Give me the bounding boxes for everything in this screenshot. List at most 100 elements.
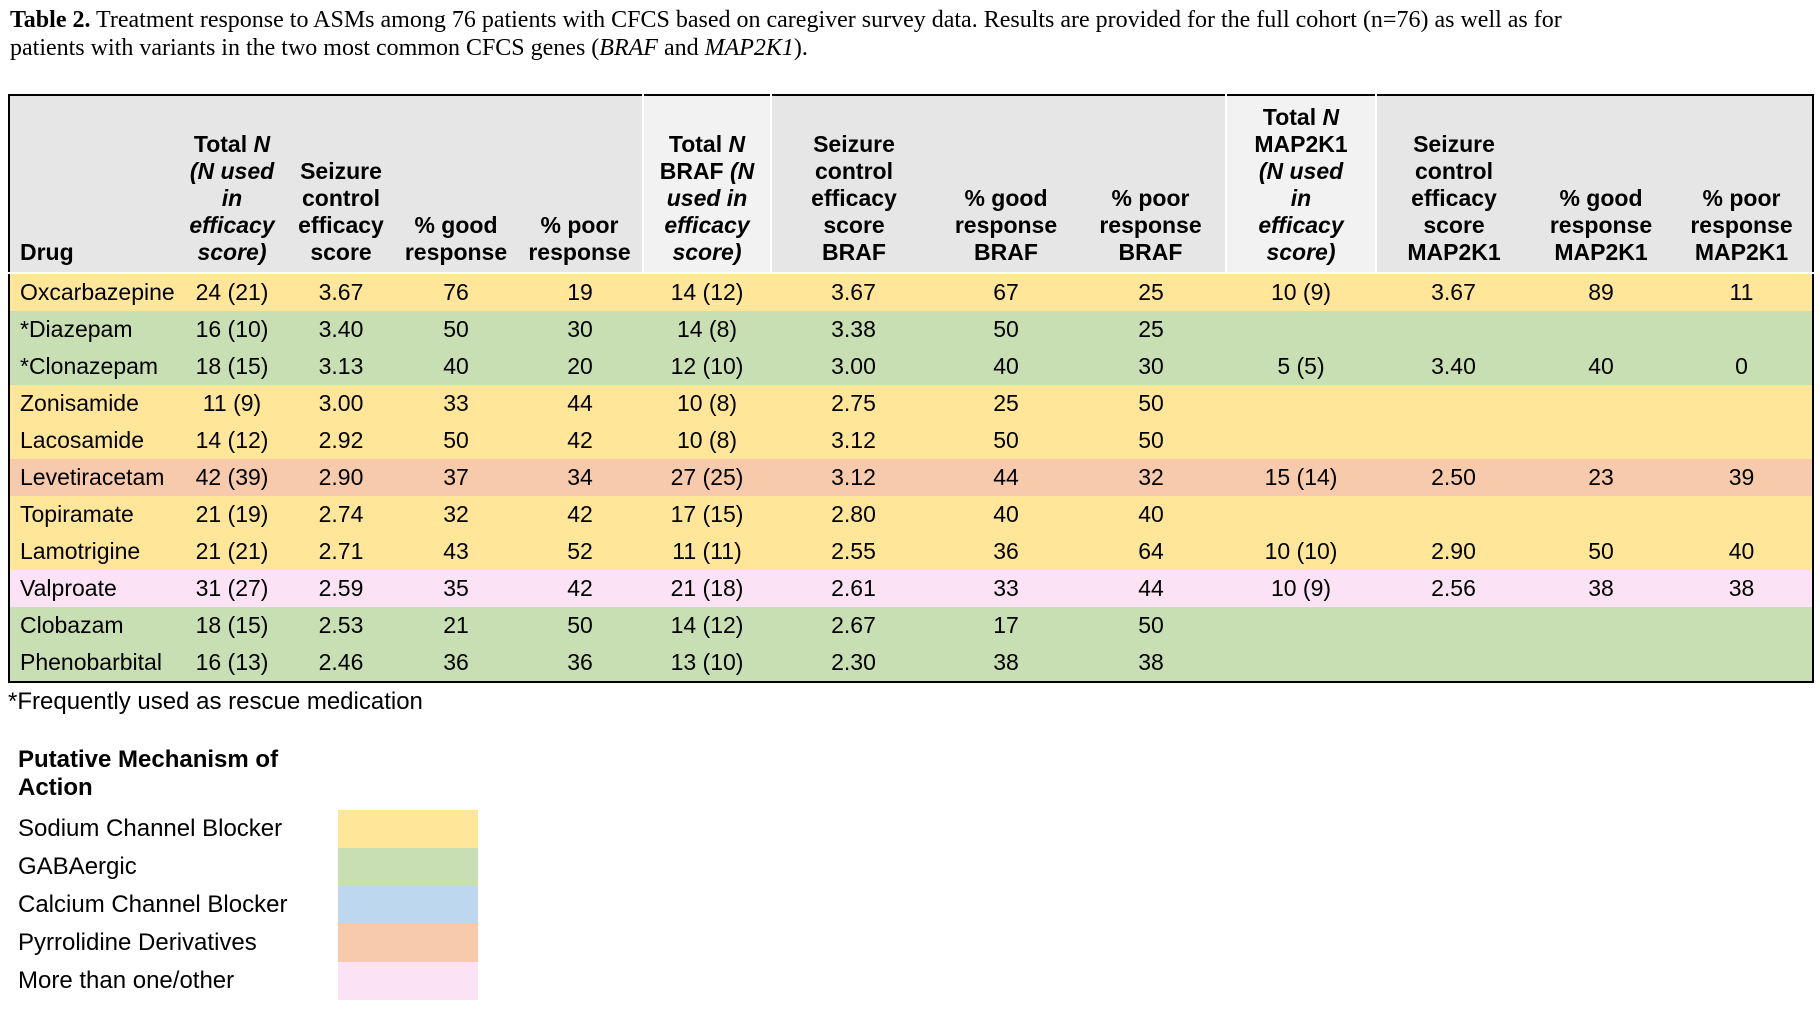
- drug-name: Lamotrigine: [20, 538, 141, 564]
- legend-swatch-gaba: [338, 848, 478, 886]
- legend-label: More than one/other: [18, 967, 235, 994]
- cell-total-n: 16 (13): [195, 649, 269, 675]
- cell-efficacy-score: 2.53: [318, 612, 364, 638]
- cell-efficacy-score-braf: 2.75: [831, 390, 876, 416]
- cell-good-response-map2k1: 23: [1588, 464, 1614, 490]
- header-text-segment: BRAF: [822, 239, 886, 265]
- col-header-efficacy-score-braf: Seizure control efficacy score BRAF: [771, 95, 936, 274]
- cell-efficacy-score-map2k1: [1376, 422, 1531, 459]
- header-text-segment: MAP2K1: [1554, 239, 1648, 265]
- cell-total-n-map2k1: [1226, 607, 1376, 644]
- cell-good-response: 43: [443, 538, 469, 564]
- cell-good-response: 36: [443, 649, 469, 675]
- header-text-segment: Total: [193, 131, 254, 157]
- cell-good-response: 50: [443, 427, 469, 453]
- cell-poor-response-braf: 25: [1138, 279, 1164, 305]
- cell-poor-response-braf: 50: [1138, 612, 1164, 638]
- cell-poor-response-map2k1: 0: [1735, 353, 1748, 379]
- legend-label: Calcium Channel Blocker: [18, 891, 288, 918]
- cell-total-n-braf: 13 (10): [670, 649, 744, 675]
- table-header: Drug Total N (N used in efficacy score) Seizur…: [9, 95, 1813, 274]
- cell-poor-response-braf: 44: [1138, 575, 1164, 601]
- cell-efficacy-score-map2k1: [1376, 311, 1531, 348]
- cell-good-response-braf: 67: [993, 279, 1019, 305]
- col-header-total-n-braf: Total N BRAF (N used in efficacy score): [642, 95, 772, 274]
- caption-text-4: ).: [793, 35, 808, 61]
- header-text-segment: control: [815, 158, 893, 184]
- cell-total-n: 42 (39): [195, 464, 269, 490]
- caption-gene-map2k1: MAP2K1: [704, 35, 794, 61]
- cell-poor-response: 42: [567, 575, 593, 601]
- cell-efficacy-score: 2.92: [318, 427, 364, 453]
- header-text-segment: response: [1690, 212, 1793, 238]
- cell-efficacy-score-braf: 2.30: [831, 649, 876, 675]
- cell-good-response-map2k1: [1531, 385, 1671, 422]
- col-header-good-response-map2k1: % good response MAP2K1: [1531, 95, 1671, 274]
- cell-good-response-braf: 50: [993, 316, 1019, 342]
- cell-poor-response: 20: [567, 353, 593, 379]
- cell-total-n: 14 (12): [195, 427, 269, 453]
- header-text-segment: response: [1099, 212, 1202, 238]
- cell-poor-response-map2k1: 38: [1728, 575, 1755, 601]
- cell-total-n: 21 (21): [195, 538, 269, 564]
- cell-total-n: 18 (15): [195, 612, 269, 638]
- col-header-good-response-braf: % good response BRAF: [936, 95, 1076, 274]
- cell-good-response-map2k1: [1531, 311, 1671, 348]
- drug-name: Lacosamide: [20, 427, 145, 453]
- header-text-segment: efficacy: [664, 212, 750, 238]
- cell-good-response: 35: [443, 575, 469, 601]
- legend-item-other: More than one/other: [18, 962, 1820, 1000]
- header-text-segment: efficacy: [1258, 212, 1344, 238]
- cell-total-n: 16 (10): [195, 316, 269, 342]
- cell-efficacy-score: 2.59: [318, 575, 364, 601]
- caption-text-1: Treatment response to ASMs among 76 pati…: [90, 7, 1562, 33]
- header-text-segment: (N used: [1258, 158, 1344, 184]
- header-text-segment: Seizure: [813, 131, 895, 157]
- header-text-segment: MAP2K1: [1694, 239, 1789, 265]
- drug-name: *Diazepam: [20, 316, 133, 342]
- legend-item-calcium: Calcium Channel Blocker: [18, 886, 1820, 924]
- header-text-segment: Total: [668, 131, 729, 157]
- caption-line-2: patients with variants in the two most c…: [10, 34, 1814, 62]
- header-text-segment: N: [1322, 104, 1340, 130]
- header-text-segment: % poor: [1702, 185, 1781, 211]
- cell-good-response: 76: [443, 279, 469, 305]
- cell-total-n-braf: 27 (25): [670, 464, 744, 490]
- col-header-total-n-map2k1: Total N MAP2K1 (N used in efficacy score): [1225, 95, 1377, 274]
- table-row-lamotrigine: Lamotrigine 21 (21) 2.71 43 52 11 (11) 2.55 36 6…: [9, 533, 1813, 570]
- legend-item-gaba: GABAergic: [18, 848, 1820, 886]
- cell-poor-response-map2k1: 11: [1729, 279, 1754, 305]
- col-header-total-n: Total N (N used in efficacy score): [177, 95, 287, 274]
- header-text-segment: efficacy: [1411, 185, 1497, 211]
- table-row-clonazepam: *Clonazepam 18 (15) 3.13 40 20 12 (10) 3.00 40 3…: [9, 348, 1813, 385]
- table-row-topiramate: Topiramate 21 (19) 2.74 32 42 17 (15) 2.80 40 40: [9, 496, 1813, 533]
- cell-total-n: 21 (19): [195, 501, 269, 527]
- header-text-segment: efficacy: [811, 185, 897, 211]
- drug-name: Clobazam: [20, 612, 124, 638]
- cell-total-n-braf: 11 (11): [672, 538, 742, 564]
- header-text-segment: Seizure: [300, 158, 382, 184]
- col-header-good-response: % good response: [395, 95, 517, 274]
- cell-poor-response-braf: 25: [1138, 316, 1164, 342]
- header-text-segment: % good: [964, 185, 1048, 211]
- mechanism-legend: Putative Mechanism of Action Sodium Chan…: [18, 746, 1820, 1000]
- cell-total-n: 24 (21): [195, 279, 269, 305]
- cell-efficacy-score: 3.13: [318, 353, 364, 379]
- header-text-segment: score: [1423, 212, 1485, 238]
- legend-swatch-other: [338, 962, 478, 1000]
- header-text-segment: in: [1290, 185, 1312, 211]
- header-text-segment: efficacy: [298, 212, 384, 238]
- cell-total-n-map2k1: 10 (9): [1270, 279, 1332, 305]
- cell-poor-response-braf: 50: [1138, 390, 1164, 416]
- cell-poor-response: 42: [567, 427, 593, 453]
- cell-good-response: 40: [443, 353, 469, 379]
- table-row-phenobarbital: Phenobarbital 16 (13) 2.46 36 36 13 (10) 2.30 3…: [9, 644, 1813, 682]
- header-text-segment: control: [302, 185, 380, 211]
- cell-poor-response-map2k1: 40: [1728, 538, 1755, 564]
- cell-poor-response-braf: 38: [1138, 649, 1164, 675]
- cell-good-response-map2k1: [1531, 496, 1671, 533]
- cell-good-response-map2k1: [1531, 644, 1671, 682]
- cell-good-response-map2k1: 89: [1588, 279, 1614, 305]
- cell-efficacy-score-map2k1: [1376, 607, 1531, 644]
